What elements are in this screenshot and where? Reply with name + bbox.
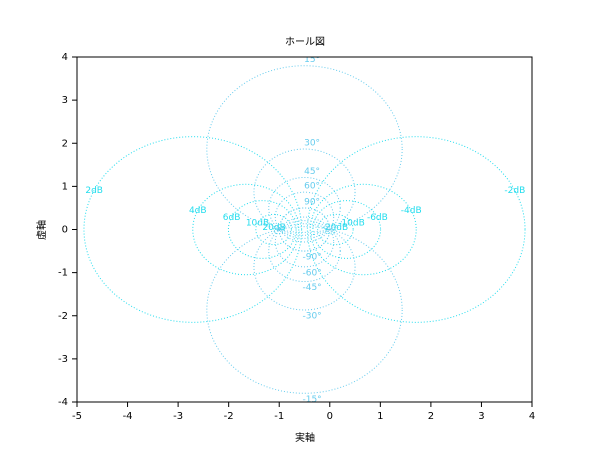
n-circle [268, 176, 341, 239]
m-circle [324, 224, 336, 235]
y-tick-label: 0 [62, 225, 68, 236]
y-axis-label: 虚軸 [35, 220, 48, 240]
x-tick-label: -2 [224, 411, 234, 422]
n-circle-label: -90° [302, 253, 321, 263]
n-circle-label: -45° [302, 283, 321, 293]
m-circle-label: 20dB [262, 223, 285, 233]
m-circle-label: 2dB [85, 186, 103, 196]
n-circle-label: 90° [304, 197, 320, 207]
m-circle-label: 10dB [246, 219, 269, 229]
m-circle-label: -10dB [338, 219, 365, 229]
m-circle-label: 6dB [223, 213, 241, 223]
n-circle [253, 223, 356, 311]
n-circle-label: 60° [304, 182, 320, 192]
n-circle-label: 15° [304, 55, 320, 65]
x-tick-label: 3 [478, 411, 484, 422]
n-circle [278, 207, 331, 252]
m-circle [306, 136, 526, 323]
y-tick-label: 3 [62, 95, 68, 106]
m-circle [273, 224, 285, 235]
x-tick-label: 1 [377, 411, 383, 422]
n-circle [274, 216, 335, 268]
y-tick-label: -1 [58, 268, 68, 279]
x-tick-label: -5 [72, 411, 82, 422]
n-circle-label: -30° [302, 311, 321, 321]
m-circle [227, 200, 297, 259]
m-circle [317, 213, 354, 246]
m-circle [312, 200, 382, 259]
x-axis-label: 実軸 [295, 431, 315, 444]
m-circle [192, 183, 300, 276]
m-circle-label: 4dB [189, 206, 207, 216]
n-circle [268, 220, 341, 283]
n-circle-label: -60° [302, 268, 321, 278]
y-tick-label: 1 [62, 181, 68, 192]
y-tick-label: -4 [58, 397, 68, 408]
x-tick-label: 0 [327, 411, 333, 422]
n-circle [206, 65, 403, 233]
n-circle [253, 148, 356, 236]
x-tick-label: -3 [173, 411, 183, 422]
y-tick-label: 2 [62, 138, 68, 149]
m-circle [83, 136, 303, 323]
m-circle-label: -4dB [401, 206, 422, 216]
n-circle [206, 226, 403, 394]
x-tick-label: 2 [428, 411, 434, 422]
m-circle [255, 213, 292, 246]
x-tick-label: -4 [123, 411, 133, 422]
m-circle-label: -2dB [504, 186, 525, 196]
chart-title: ホール図 [285, 36, 325, 48]
n-circle [274, 191, 335, 243]
plot-area: -20dB-10dB-6dB-4dB-2dB2dB4dB6dB10dB20dB-… [83, 55, 526, 405]
x-tick-label: -1 [274, 411, 284, 422]
m-circle-label: -6dB [367, 213, 388, 223]
m-circle [309, 183, 417, 276]
n-circle-label: -15° [302, 395, 321, 405]
n-circle-label: 45° [304, 167, 320, 177]
y-tick-label: 4 [62, 52, 68, 63]
n-circle-label: 30° [304, 139, 320, 149]
y-tick-label: -2 [58, 311, 68, 322]
y-tick-label: -3 [58, 354, 68, 365]
x-tick-label: 4 [529, 411, 535, 422]
